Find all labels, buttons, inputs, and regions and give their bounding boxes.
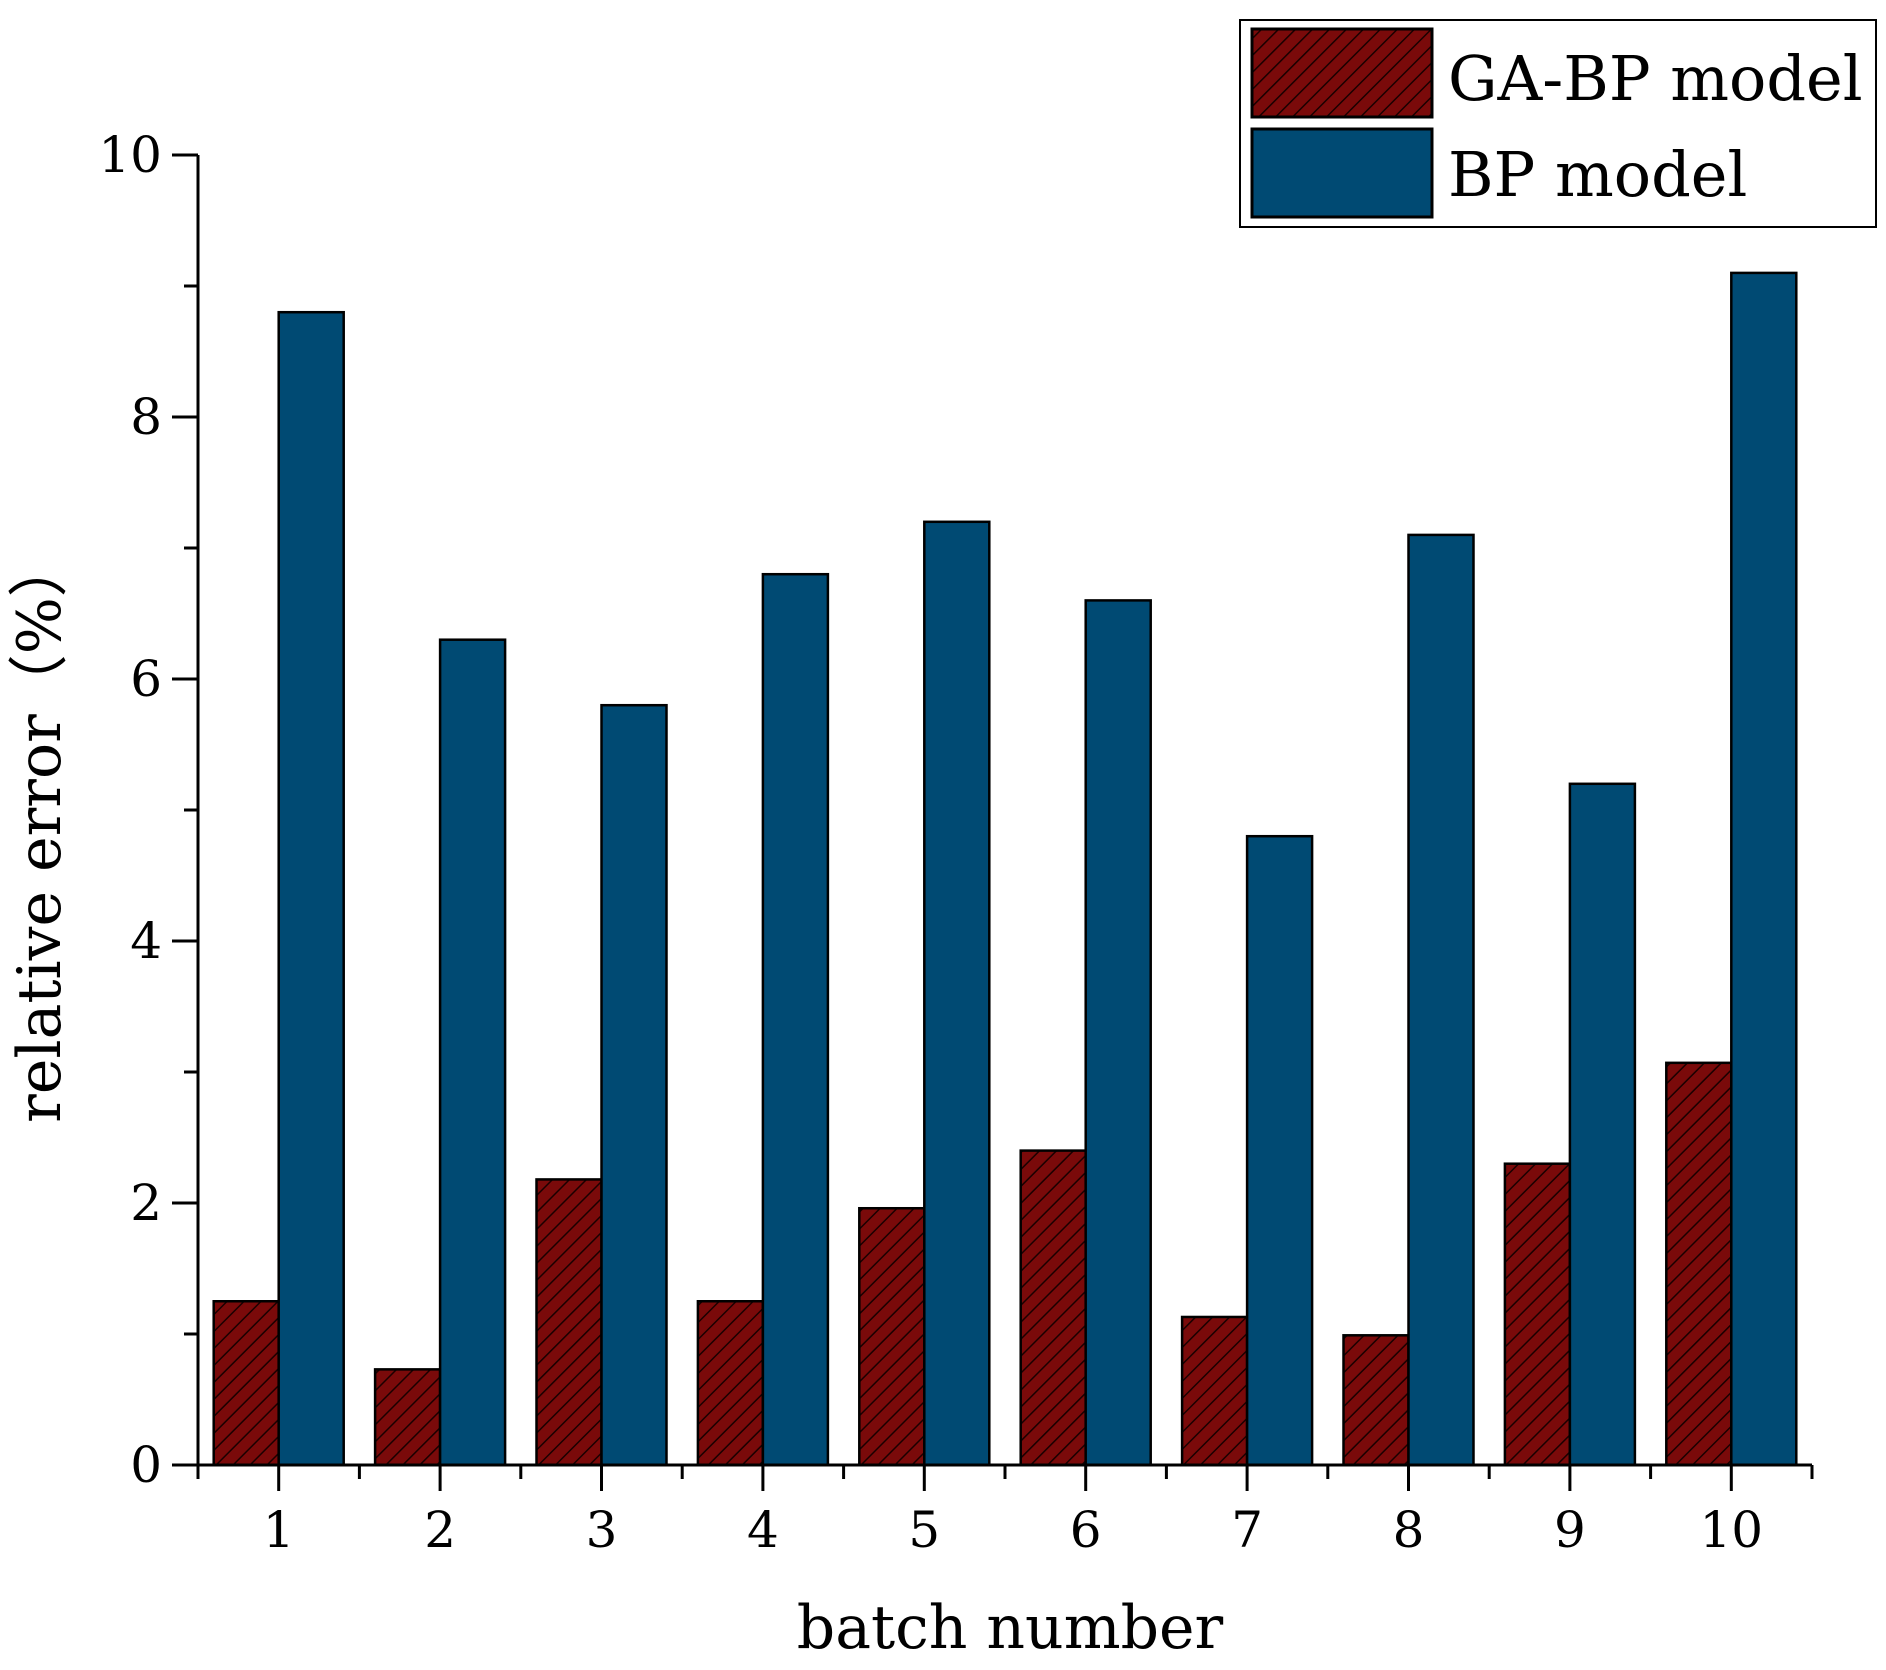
bar-ga-bp-10 bbox=[1665, 1061, 1733, 1467]
legend-swatch-ga-bp bbox=[1250, 27, 1434, 119]
bar-ga-bp-6 bbox=[1019, 1149, 1087, 1467]
bar-bp-8 bbox=[1407, 533, 1475, 1467]
bar-ga-bp-9 bbox=[1503, 1162, 1572, 1467]
y-tick-label-6: 6 bbox=[130, 650, 162, 708]
legend-swatch-bp bbox=[1250, 127, 1434, 219]
legend-label-ga-bp: GA-BP model bbox=[1448, 42, 1863, 115]
legend: GA-BP model BP model bbox=[1239, 19, 1877, 228]
x-tick-label-9: 9 bbox=[1554, 1501, 1586, 1559]
bar-ga-bp-2 bbox=[373, 1368, 442, 1467]
bar-bp-7 bbox=[1245, 834, 1314, 1467]
y-tick-label-0: 0 bbox=[130, 1436, 162, 1494]
bar-bp-6 bbox=[1084, 599, 1152, 1467]
y-tick-label-10: 10 bbox=[98, 126, 162, 184]
bar-bp-9 bbox=[1568, 782, 1637, 1467]
x-tick-label-5: 5 bbox=[908, 1501, 940, 1559]
x-axis-title: batch number bbox=[797, 1593, 1224, 1663]
x-tick-label-6: 6 bbox=[1070, 1501, 1102, 1559]
bar-bp-3 bbox=[600, 703, 668, 1467]
bar-bp-4 bbox=[761, 572, 830, 1467]
bar-ga-bp-5 bbox=[858, 1206, 926, 1467]
bar-ga-bp-8 bbox=[1342, 1334, 1410, 1467]
x-tick-label-4: 4 bbox=[747, 1501, 779, 1559]
bar-ga-bp-7 bbox=[1180, 1315, 1249, 1467]
y-tick-label-2: 2 bbox=[130, 1174, 162, 1232]
x-tick-label-1: 1 bbox=[263, 1501, 295, 1559]
bar-bp-10 bbox=[1730, 271, 1798, 1467]
bar-ga-bp-4 bbox=[696, 1300, 765, 1467]
bar-ga-bp-3 bbox=[535, 1178, 603, 1467]
bar-bp-1 bbox=[277, 310, 345, 1467]
x-tick-label-8: 8 bbox=[1393, 1501, 1425, 1559]
bar-ga-bp-1 bbox=[212, 1300, 280, 1467]
legend-label-bp: BP model bbox=[1448, 138, 1747, 211]
x-tick-label-7: 7 bbox=[1231, 1501, 1263, 1559]
bar-bp-5 bbox=[923, 520, 991, 1467]
y-tick-label-4: 4 bbox=[130, 912, 162, 970]
x-tick-label-10: 10 bbox=[1699, 1501, 1763, 1559]
y-tick-label-8: 8 bbox=[130, 388, 162, 446]
y-axis-title: relative error（%） bbox=[5, 537, 75, 1123]
bar-bp-2 bbox=[438, 638, 507, 1467]
x-tick-label-2: 2 bbox=[424, 1501, 456, 1559]
x-tick-label-3: 3 bbox=[586, 1501, 618, 1559]
